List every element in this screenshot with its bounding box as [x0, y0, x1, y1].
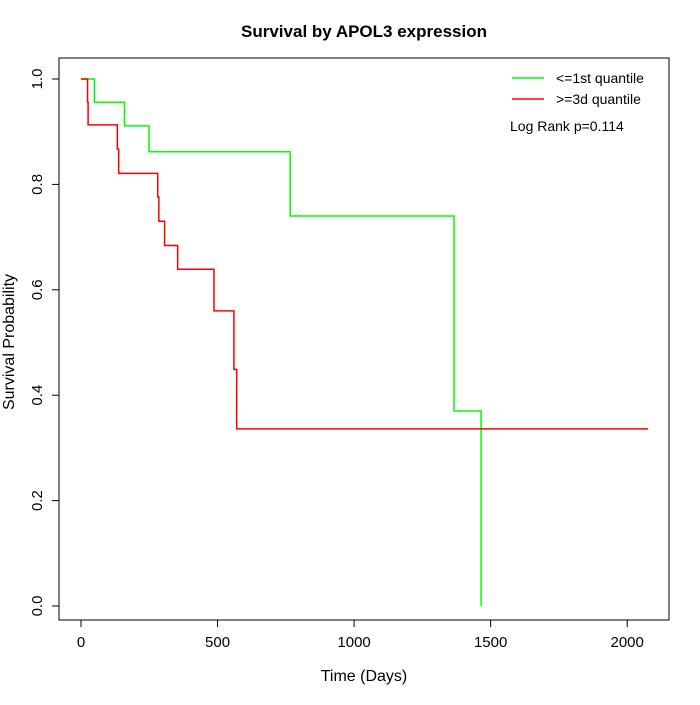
y-tick-label: 0.4 — [29, 385, 46, 406]
y-tick-label: 0.0 — [29, 596, 46, 617]
x-axis-label: Time (Days) — [321, 668, 408, 685]
x-axis: 0 500 1000 1500 2000 — [77, 619, 644, 651]
y-axis-label: Survival Probability — [1, 274, 18, 410]
plot-frame — [58, 57, 670, 621]
x-tick-label: 0 — [77, 634, 85, 651]
legend: <=1st quantile >=3d quantile Log Rank p=… — [510, 70, 644, 134]
survival-curve-high — [81, 78, 648, 430]
y-tick-label: 0.6 — [29, 279, 46, 300]
x-tick-label: 2000 — [611, 634, 644, 651]
legend-label-high: >=3d quantile — [556, 91, 641, 107]
chart-title: Survival by APOL3 expression — [241, 22, 487, 41]
y-tick-label: 1.0 — [29, 69, 46, 90]
legend-label-low: <=1st quantile — [556, 70, 644, 86]
survival-curves — [81, 78, 648, 606]
x-tick-label: 1500 — [474, 634, 507, 651]
y-tick-label: 0.2 — [29, 490, 46, 511]
survival-curve-low — [81, 78, 482, 606]
x-tick-label: 500 — [205, 634, 230, 651]
x-tick-label: 1000 — [337, 634, 370, 651]
log-rank-annotation: Log Rank p=0.114 — [510, 118, 624, 134]
y-axis: 0.0 0.2 0.4 0.6 0.8 1.0 — [29, 69, 60, 617]
y-tick-label: 0.8 — [29, 174, 46, 195]
